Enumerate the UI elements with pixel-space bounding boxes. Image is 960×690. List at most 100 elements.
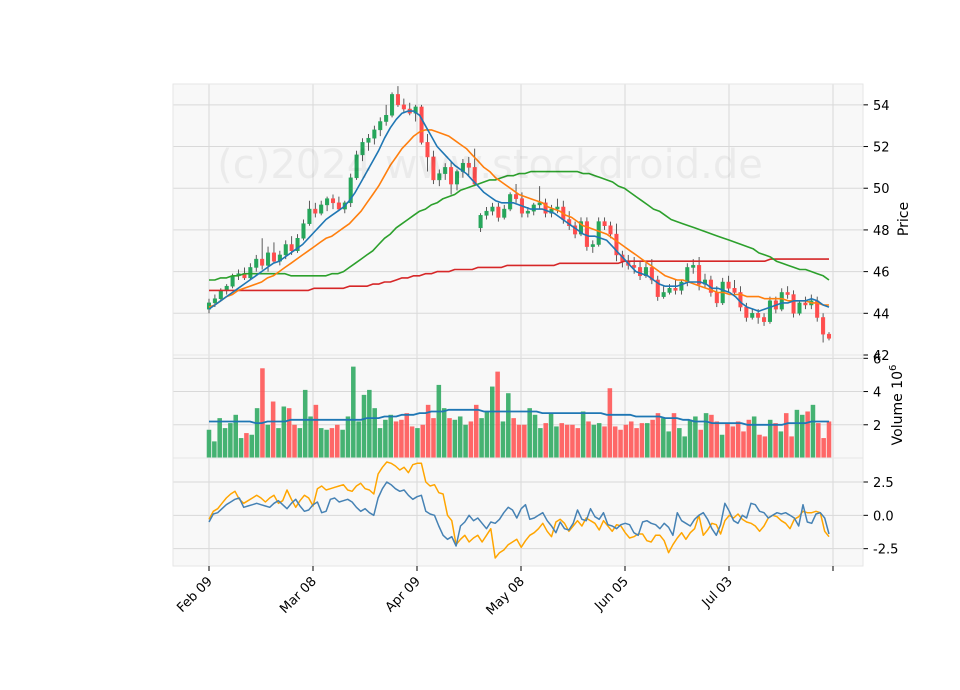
oscillator-tick-label: 0.0 — [873, 509, 894, 524]
volume-bar — [810, 404, 816, 458]
volume-bar — [682, 436, 687, 458]
volume-bar — [233, 414, 238, 458]
volume-bar — [661, 418, 666, 458]
candle-up — [366, 137, 371, 143]
candle-up — [679, 281, 684, 291]
x-tick-label: Feb 09 — [174, 574, 216, 616]
candle-up — [767, 300, 772, 322]
volume-bar — [570, 424, 575, 458]
volume-bar — [329, 428, 335, 458]
volume-bar — [212, 441, 217, 458]
candle-up — [685, 267, 690, 283]
volume-bar — [735, 421, 741, 458]
candle-down — [584, 221, 589, 247]
candle-up — [531, 204, 536, 212]
volume-bar — [693, 416, 698, 458]
candle-up — [437, 173, 442, 181]
volume-bar — [687, 419, 693, 458]
volume-bar — [404, 413, 410, 458]
volume-bar — [778, 431, 784, 458]
volume-bar — [351, 366, 356, 458]
volume-panel: 2 4 6 — [172, 352, 881, 459]
candle-up — [478, 215, 483, 229]
volume-bar — [270, 401, 276, 458]
candle-up — [254, 258, 259, 268]
candle-down — [726, 281, 731, 289]
candle-up — [301, 223, 306, 239]
candle-down — [826, 333, 832, 339]
volume-bar — [650, 419, 655, 458]
volume-bar — [677, 428, 682, 458]
volume-bar — [254, 408, 260, 458]
volume-bar — [639, 423, 645, 458]
volume-bar — [511, 418, 516, 458]
candle-up — [319, 204, 324, 214]
x-tick-label: May 08 — [484, 574, 528, 618]
volume-bar — [409, 426, 415, 458]
volume-bar — [789, 436, 794, 458]
volume-bar — [297, 428, 303, 458]
volume-bar — [206, 429, 212, 458]
volume-tick-label: 4 — [873, 386, 881, 401]
candle-down — [732, 288, 737, 293]
candle-down — [649, 267, 654, 281]
volume-bar — [335, 424, 340, 458]
volume-bar — [222, 428, 228, 458]
volume-bar — [586, 421, 591, 458]
volume-label-text: Volume 10 — [890, 371, 906, 445]
volume-bar — [730, 426, 736, 458]
volume-bar — [383, 419, 388, 458]
candle-down — [756, 313, 761, 318]
volume-bar — [286, 408, 292, 458]
volume-bar — [361, 394, 367, 458]
volume-bar — [495, 371, 500, 458]
candle-up — [360, 142, 365, 156]
candle-up — [283, 244, 288, 256]
volume-bar — [527, 408, 532, 458]
volume-bar — [340, 429, 345, 458]
candle-up — [797, 302, 802, 314]
volume-bar — [816, 423, 821, 458]
volume-bar — [260, 368, 265, 458]
volume-bar — [506, 393, 511, 458]
volume-axis-label: Volume 106 — [888, 365, 906, 446]
volume-bar — [431, 418, 436, 458]
volume-bar — [666, 431, 671, 458]
candle-up — [779, 292, 784, 310]
volume-bar — [655, 413, 661, 458]
volume-bar — [281, 406, 287, 458]
candle-up — [325, 198, 330, 206]
volume-bar — [783, 413, 789, 458]
volume-label-exponent: 6 — [888, 365, 899, 371]
candle-up — [266, 252, 271, 266]
volume-bar — [441, 408, 447, 458]
x-tick-label: Apr 09 — [383, 574, 424, 615]
candle-up — [508, 194, 513, 210]
candle-down — [821, 317, 826, 335]
candle-down — [762, 317, 767, 322]
x-tick-label: Mar 08 — [277, 574, 320, 617]
candle-down — [271, 252, 276, 262]
volume-bar — [538, 428, 543, 458]
volume-bar — [767, 419, 773, 458]
candle-down — [330, 198, 336, 204]
watermark: (c)2024 www.stockdroid.de — [217, 142, 763, 188]
volume-bar — [623, 424, 629, 458]
candle-down — [395, 94, 400, 106]
volume-bar — [415, 428, 420, 458]
volume-bar — [757, 434, 762, 458]
volume-bar — [746, 419, 752, 458]
candle-down — [803, 302, 808, 306]
volume-bar — [645, 423, 650, 458]
volume-bar — [217, 418, 222, 458]
candle-up — [212, 298, 217, 304]
x-axis: Feb 09 Mar 08 Apr 09 May 08 Jun 05 Jul 03 — [174, 566, 834, 618]
volume-bar — [628, 421, 634, 458]
volume-bar — [826, 421, 832, 458]
volume-bar — [714, 421, 720, 458]
candle-down — [431, 156, 436, 181]
volume-bar — [228, 423, 233, 458]
candle-up — [295, 238, 300, 252]
volume-bar — [805, 411, 810, 458]
volume-bar — [591, 424, 597, 458]
